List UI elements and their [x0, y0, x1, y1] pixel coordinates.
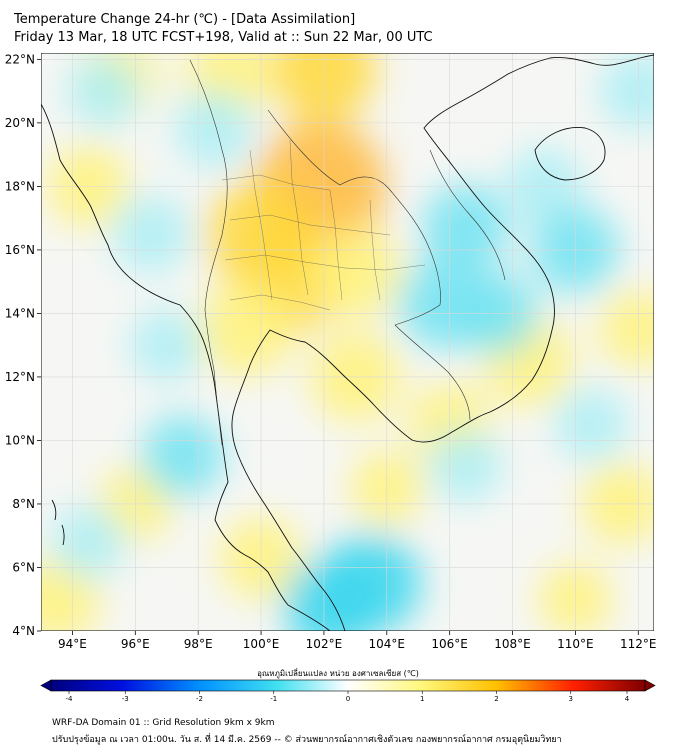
lat-tick-label: 16°N: [5, 243, 35, 257]
lat-tick-label: 14°N: [5, 306, 35, 320]
colorbar-tick-label: -2: [196, 695, 203, 703]
cambodia-border: [394, 324, 471, 421]
colorbar-min-extend: [40, 679, 52, 692]
lon-tick-label: 100°E: [243, 637, 280, 651]
lon-tick-label: 98°E: [184, 637, 213, 651]
anomaly-blob: [51, 505, 125, 579]
colorbar-tick-label: 1: [420, 695, 424, 703]
colorbar-tick-label: 2: [494, 695, 498, 703]
lat-tick-label: 22°N: [5, 52, 35, 66]
anomaly-blob: [599, 290, 654, 369]
anomaly-blob: [129, 308, 204, 382]
anomaly-blob: [67, 54, 141, 128]
laos-vietnam-border: [429, 149, 506, 281]
anomaly-blob: [309, 226, 401, 318]
lat-tick-label: 6°N: [12, 560, 35, 574]
lat-tick-label: 20°N: [5, 116, 35, 130]
lat-tick-label: 18°N: [5, 179, 35, 193]
lat-tick-label: 12°N: [5, 370, 35, 384]
province-boundaries: [221, 139, 426, 311]
anomaly-blob: [141, 415, 224, 498]
colorbar-tick-label: 3: [569, 695, 573, 703]
coastlines: [41, 54, 654, 631]
update-info: ปรับปรุงข้อมูล ณ เวลา 01:00น. วัน ส. ที่…: [52, 735, 562, 745]
lon-tick-label: 108°E: [494, 637, 531, 651]
country-borders: [189, 59, 506, 446]
model-info: WRF-DA Domain 01 :: Grid Resolution 9km …: [52, 718, 275, 728]
anomaly-blob: [421, 184, 509, 272]
colorbar-max-extend: [644, 679, 656, 692]
lon-tick-label: 96°E: [121, 637, 150, 651]
colorbar-tick-label: -1: [270, 695, 277, 703]
lon-tick-label: 112°E: [620, 637, 657, 651]
lon-tick-label: 94°E: [58, 637, 87, 651]
mekong-border: [267, 109, 441, 326]
anomaly-blob: [554, 387, 628, 462]
axis-ticks: 22°N 20°N 18°N 16°N 14°N 12°N 10°N 8°N 6°N 4°N 94°…: [5, 52, 657, 651]
gulf-coastline: [231, 54, 654, 631]
colorbar-tick-label: 4: [625, 695, 630, 703]
colorbar-ticks: -4 -3 -2 -1 0 1 2 3 4: [66, 691, 630, 703]
colorbar-tick-label: -4: [66, 695, 74, 703]
map-gridlines: [41, 53, 654, 631]
lat-tick-label: 8°N: [12, 497, 35, 511]
lat-tick-label: 4°N: [12, 624, 35, 638]
map-title: Temperature Change 24-hr (℃) - [Data Ass…: [14, 12, 356, 27]
andaman-islands: [51, 499, 65, 546]
thailand-myanmar-border: [189, 59, 228, 446]
lon-tick-label: 106°E: [431, 637, 468, 651]
anomaly-blob: [599, 53, 654, 131]
colorbar-title: อุณหภูมิเปลี่ยนแปลง หน่วย องศาเซลเซียส (…: [257, 669, 419, 678]
anomaly-blob: [428, 429, 503, 503]
colorbar: [50, 679, 646, 692]
anomaly-blob: [197, 281, 294, 378]
lon-tick-label: 104°E: [369, 637, 406, 651]
colorbar-tick-label: -3: [122, 695, 129, 703]
lat-tick-label: 10°N: [5, 433, 35, 447]
hainan-island: [534, 127, 606, 181]
anomaly-blob: [174, 90, 253, 169]
mainland-coastline: [41, 103, 331, 631]
anomaly-blob: [282, 557, 378, 631]
colorbar-tick-label: 0: [346, 695, 350, 703]
lon-tick-label: 110°E: [557, 637, 594, 651]
anomaly-blob: [112, 195, 191, 274]
map-subtitle: Friday 13 Mar, 18 UTC FCST+198, Valid at…: [14, 30, 433, 45]
lon-tick-label: 102°E: [306, 637, 343, 651]
